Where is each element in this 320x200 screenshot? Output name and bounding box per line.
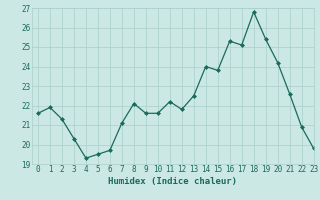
- X-axis label: Humidex (Indice chaleur): Humidex (Indice chaleur): [108, 177, 237, 186]
